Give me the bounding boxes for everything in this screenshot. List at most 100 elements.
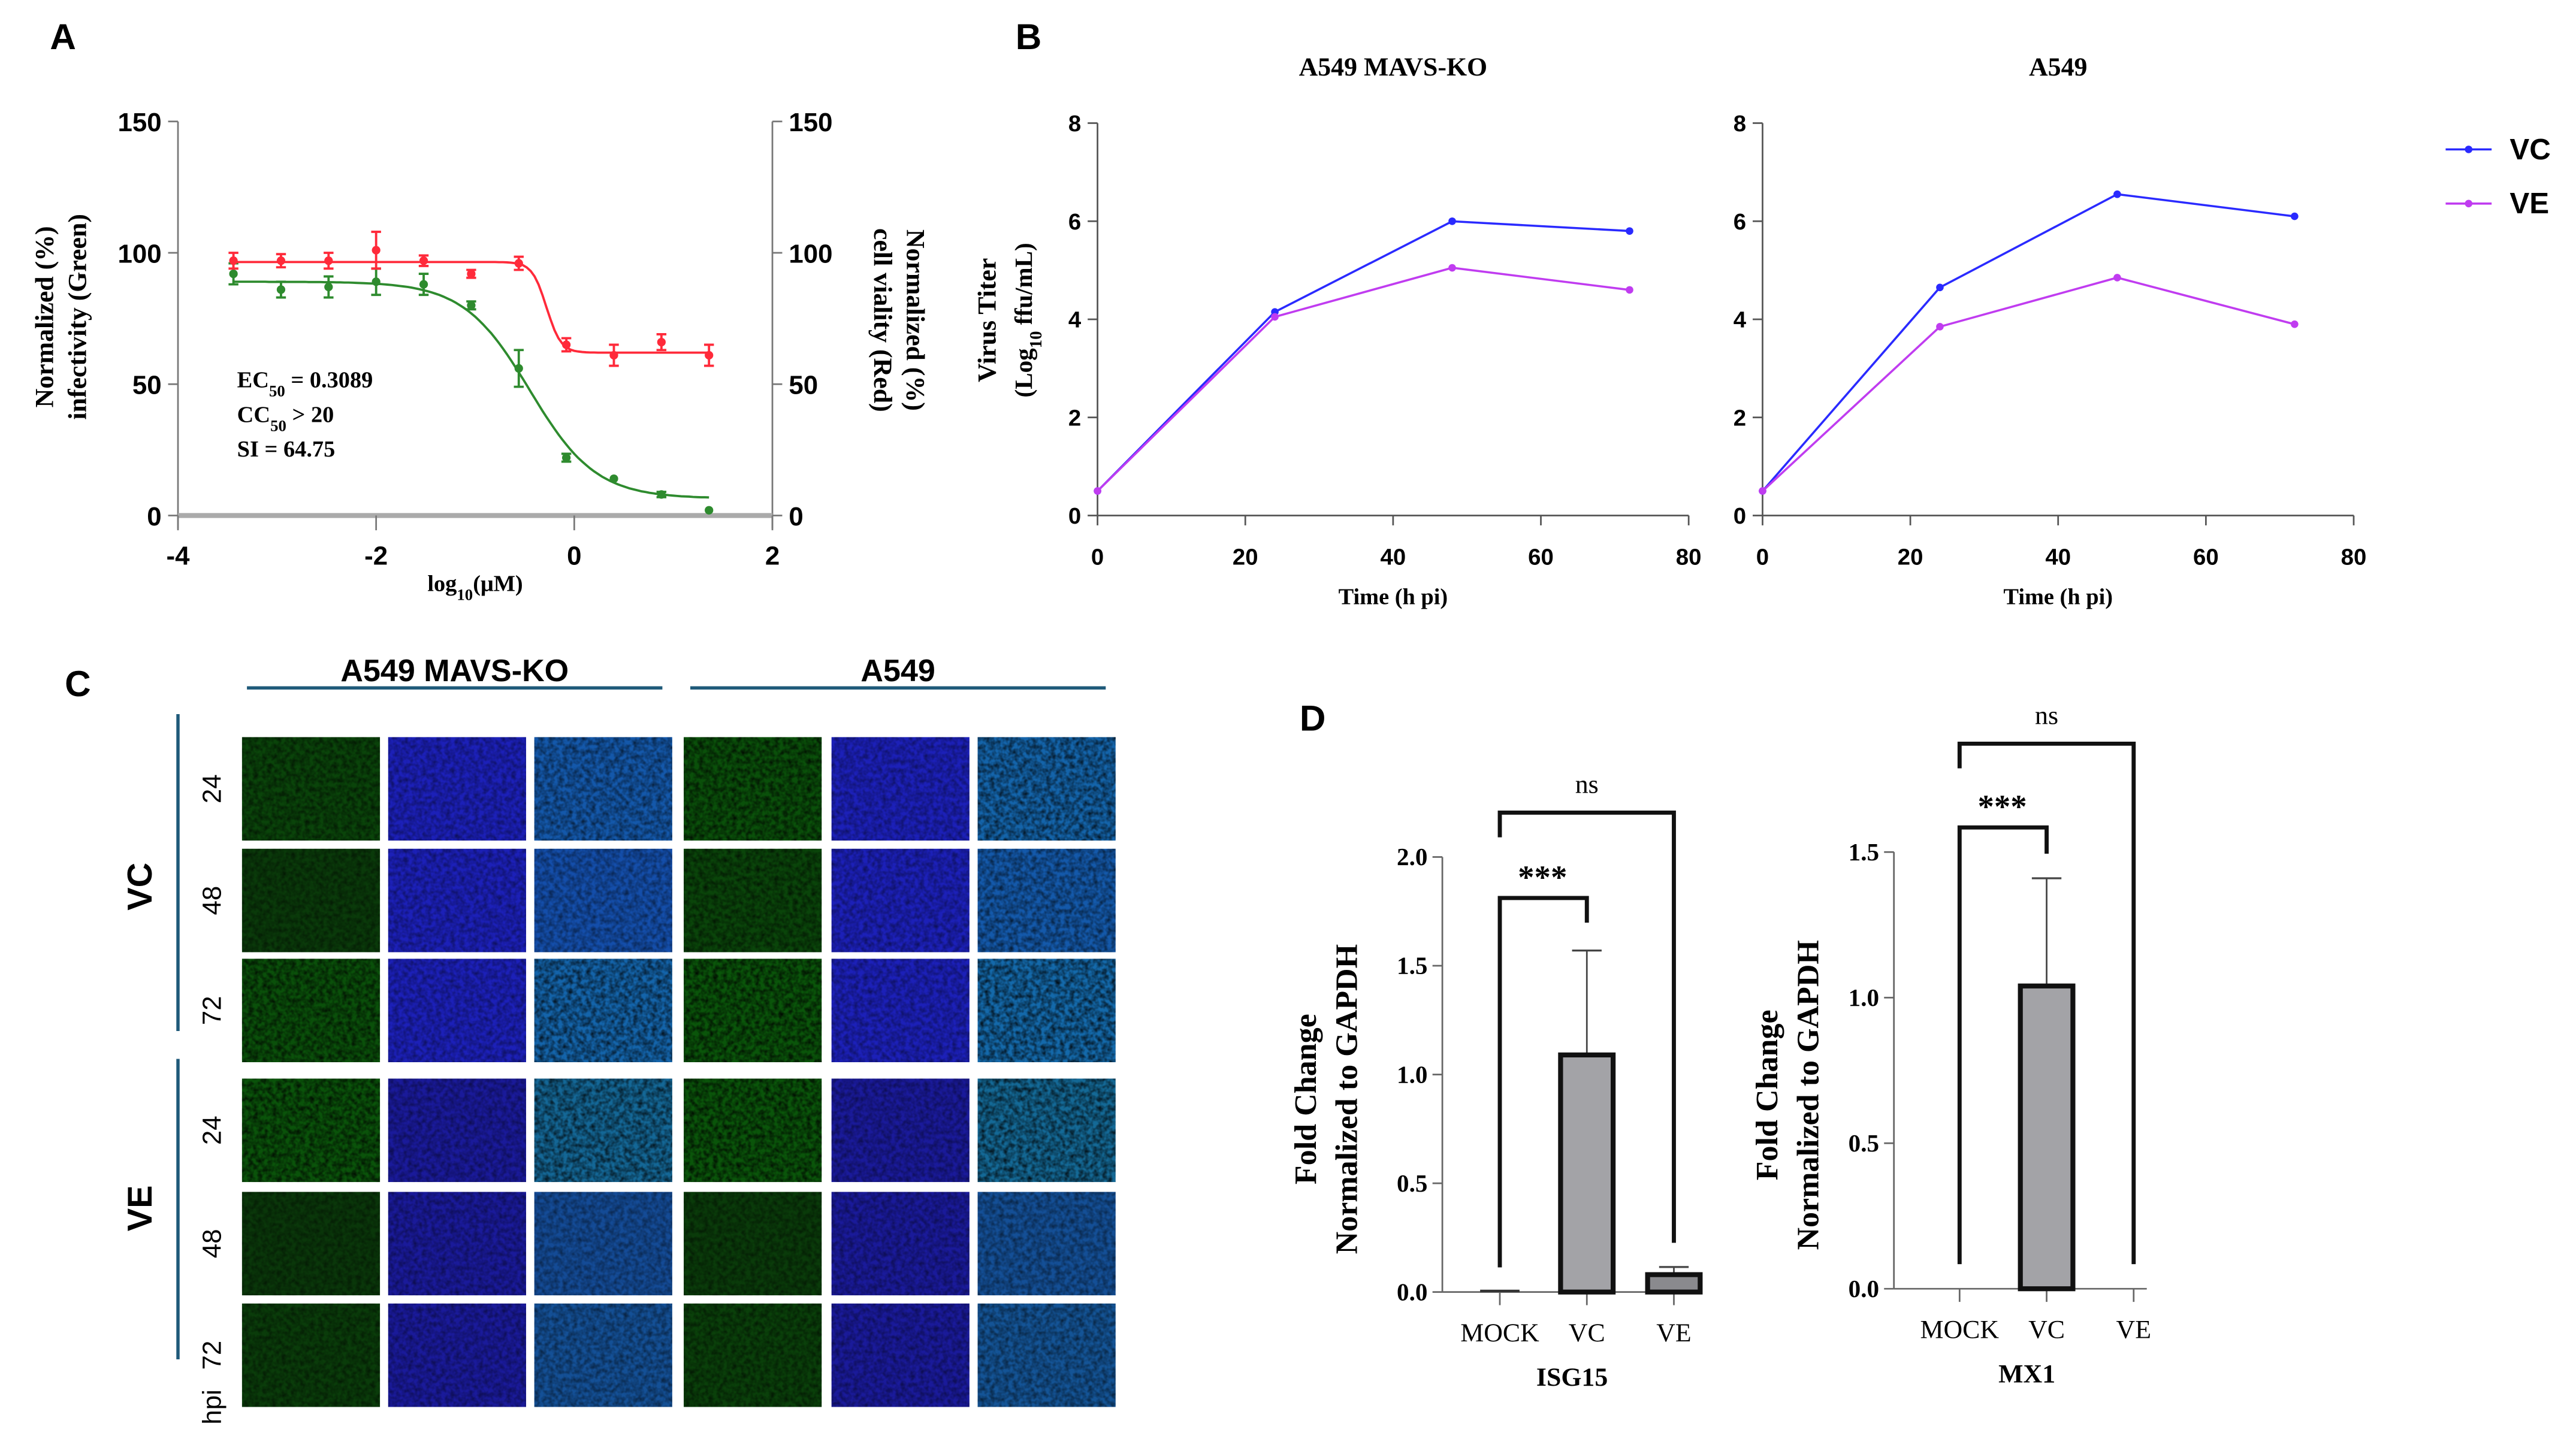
significance-label: *** xyxy=(1518,859,1567,896)
data-point-vc xyxy=(2291,212,2299,220)
micrograph-signal xyxy=(388,1078,526,1183)
annotation-base: SI xyxy=(237,437,259,462)
x-tick-label: 0 xyxy=(567,542,581,571)
hpi-row-label: 24 xyxy=(197,774,227,803)
y-tick-label: 0.5 xyxy=(1849,1129,1879,1157)
legend: VC VE xyxy=(2445,133,2551,220)
micrograph-tile xyxy=(388,1192,526,1296)
legend-marker xyxy=(2465,199,2473,208)
micrograph-tile xyxy=(831,848,970,953)
y-tick-label: 2 xyxy=(1734,405,1746,431)
x-axis-label-rest: (μM) xyxy=(473,572,523,597)
micrograph-signal xyxy=(388,959,526,1063)
category-label: MOCK xyxy=(1460,1319,1539,1347)
x-tick-label: 60 xyxy=(1528,545,1554,570)
x-axis-label-base: log xyxy=(427,572,457,597)
data-point-ve xyxy=(1626,286,1633,294)
data-point xyxy=(657,337,666,347)
y-tick-label: 0 xyxy=(1734,503,1746,529)
significance-bracket xyxy=(1497,811,1676,1243)
panel-letter-c: C xyxy=(65,663,91,704)
y-tick-label: 4 xyxy=(1734,307,1747,333)
data-point xyxy=(467,301,476,310)
micrograph-signal xyxy=(241,1303,380,1407)
micrograph-signal xyxy=(977,1192,1116,1296)
data-point-vc xyxy=(1936,283,1944,292)
y-tick-label: 100 xyxy=(117,239,161,268)
micrograph-tile xyxy=(388,848,526,953)
chart-title: A549 xyxy=(2029,53,2087,81)
data-point-ve xyxy=(2291,320,2299,328)
x-tick-label: 80 xyxy=(1676,545,1702,570)
x-axis-label: Time (h pi) xyxy=(2003,584,2113,609)
x-axis-label-sub: 10 xyxy=(457,586,473,604)
y-tick-label: 0.0 xyxy=(1397,1278,1427,1305)
y-tick-label: 1.5 xyxy=(1849,838,1879,866)
micrograph-tile xyxy=(241,1078,380,1183)
annotation-rest: > 20 xyxy=(286,402,334,427)
fit-curve-0 xyxy=(233,280,709,499)
micrograph-tile xyxy=(831,1078,970,1183)
panel-letter-a: A xyxy=(50,16,76,57)
y-tick-label: 1.5 xyxy=(1397,952,1427,980)
significance-label: *** xyxy=(1977,788,2027,825)
bar-vc xyxy=(1558,1052,1616,1295)
y-axis-label: Fold Change xyxy=(1750,1009,1784,1180)
bar-ve xyxy=(1645,1272,1703,1295)
panel-d-mx1-chart: 0.0 0.5 1.0 1.5 MOCK VC VE MX1 Fold Change Normal… xyxy=(1750,702,2151,1389)
micrograph-tile xyxy=(241,959,380,1063)
annotation-rest: = 0.3089 xyxy=(285,368,373,393)
series-line-vc xyxy=(1097,220,1630,492)
micrograph-signal xyxy=(534,848,672,953)
y-axis-label: Normalized to GAPDH xyxy=(1330,944,1364,1254)
y-tick-label-right: 100 xyxy=(789,239,832,268)
left-y-axis-label: infectivity (Green) xyxy=(64,214,92,420)
annotation: EC50 = 0.3089 xyxy=(237,368,373,400)
data-point-vc xyxy=(1626,227,1633,235)
micrograph-signal xyxy=(534,737,672,841)
micrograph-signal xyxy=(534,1192,672,1296)
annotation-sub: 50 xyxy=(270,416,286,434)
data-point xyxy=(657,490,666,499)
micrograph-tile xyxy=(534,959,672,1063)
y-axis-label: Normalized to GAPDH xyxy=(1792,940,1826,1250)
micrograph-tile xyxy=(388,959,526,1063)
data-point xyxy=(276,256,286,265)
significance-bracket xyxy=(1497,896,1589,1268)
micrograph-signal xyxy=(388,737,526,841)
micrograph-signal xyxy=(241,1192,380,1296)
x-axis-label: Time (h pi) xyxy=(1339,584,1448,609)
data-point-ve xyxy=(1759,487,1766,495)
y-axis-label: Virus Titer xyxy=(973,258,1002,382)
micrograph-tile xyxy=(831,737,970,841)
data-point-vc xyxy=(2113,190,2121,198)
data-point-ve xyxy=(1448,264,1456,272)
significance-bracket xyxy=(1957,741,2136,1265)
y-axis-label-units: (Log10 ffu/mL) xyxy=(1010,243,1046,397)
hpi-axis-label: hpi xyxy=(197,1389,227,1425)
micrograph-tile xyxy=(831,959,970,1063)
y-tick-label: 0 xyxy=(1068,503,1081,529)
x-tick-label: 20 xyxy=(1233,545,1258,570)
data-point xyxy=(562,340,571,349)
micrograph-tile xyxy=(977,848,1116,953)
y-tick-label: 0.5 xyxy=(1397,1169,1427,1197)
micrograph-tile xyxy=(241,848,380,953)
micrograph-signal xyxy=(534,959,672,1063)
data-point xyxy=(372,246,380,255)
y-tick-label-right: 0 xyxy=(789,502,803,531)
x-tick-label: 40 xyxy=(1381,545,1406,570)
data-point xyxy=(324,256,333,265)
micrograph-tile xyxy=(241,1192,380,1296)
micrograph-signal xyxy=(684,1078,822,1183)
micrograph-tile xyxy=(534,1078,672,1183)
micrograph-tile xyxy=(534,848,672,953)
y-tick-label-right: 50 xyxy=(789,371,818,400)
data-point xyxy=(229,256,238,265)
data-point xyxy=(372,277,380,286)
y-tick-label: 2 xyxy=(1068,405,1081,431)
y-tick-label: 6 xyxy=(1734,209,1746,235)
micrograph-signal xyxy=(977,1078,1116,1183)
